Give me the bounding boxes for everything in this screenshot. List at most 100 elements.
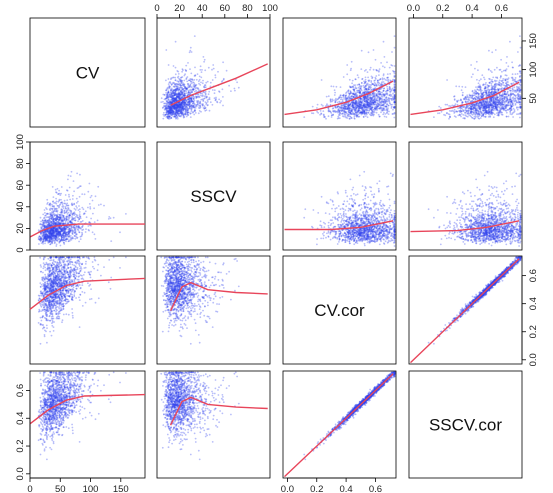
- data-point: [377, 81, 380, 84]
- data-point: [192, 88, 195, 91]
- data-point: [495, 104, 497, 106]
- data-point: [68, 195, 70, 198]
- data-point: [187, 101, 190, 104]
- data-point: [69, 212, 72, 215]
- data-point: [205, 81, 208, 84]
- data-point: [500, 80, 503, 82]
- data-point: [517, 106, 520, 109]
- data-point: [178, 80, 180, 83]
- data-point: [233, 87, 236, 90]
- data-point: [484, 83, 487, 86]
- data-point: [185, 87, 188, 90]
- data-point: [482, 109, 485, 112]
- data-point: [383, 66, 386, 69]
- data-point: [514, 73, 517, 75]
- data-point: [489, 70, 492, 72]
- data-point: [170, 113, 172, 116]
- data-point: [192, 102, 194, 105]
- data-point: [172, 98, 175, 101]
- data-point: [490, 98, 493, 101]
- data-point: [393, 46, 396, 49]
- data-point: [393, 81, 396, 83]
- data-point: [38, 243, 40, 245]
- data-point: [200, 71, 203, 73]
- data-point: [382, 65, 384, 68]
- data-point: [504, 69, 507, 72]
- data-point: [512, 107, 515, 110]
- data-point: [181, 104, 184, 107]
- data-point: [203, 84, 206, 86]
- data-point: [177, 103, 180, 105]
- data-point: [378, 107, 381, 110]
- data-point: [474, 98, 477, 101]
- data-point: [369, 68, 371, 71]
- data-point: [504, 100, 506, 103]
- data-point: [166, 115, 169, 118]
- data-point: [193, 99, 196, 102]
- data-point: [169, 95, 172, 98]
- data-point: [170, 116, 173, 119]
- data-point: [203, 60, 206, 63]
- data-point: [202, 79, 204, 82]
- data-point: [76, 236, 79, 239]
- data-point: [393, 70, 396, 73]
- data-point: [167, 95, 170, 98]
- data-point: [168, 85, 171, 87]
- data-point: [363, 86, 366, 88]
- data-point: [194, 74, 197, 76]
- data-point: [341, 115, 344, 118]
- data-point: [372, 83, 374, 86]
- data-point: [191, 104, 193, 107]
- data-point: [484, 115, 487, 118]
- data-point: [393, 97, 396, 100]
- data-point: [368, 85, 370, 88]
- data-point: [365, 112, 368, 115]
- data-point: [165, 106, 167, 109]
- data-point: [222, 78, 225, 81]
- data-point: [517, 96, 519, 98]
- data-point: [174, 86, 176, 88]
- data-point: [498, 79, 501, 82]
- data-point: [189, 68, 191, 70]
- data-point: [337, 117, 340, 119]
- data-point: [368, 109, 370, 112]
- data-point: [369, 108, 372, 110]
- data-point: [183, 94, 186, 97]
- data-point: [333, 89, 336, 92]
- data-point: [475, 90, 477, 93]
- data-point: [378, 70, 380, 73]
- data-point: [505, 96, 508, 98]
- data-point: [194, 108, 196, 111]
- data-point: [380, 82, 383, 85]
- data-point: [510, 82, 512, 85]
- data-point: [511, 61, 513, 64]
- data-point: [464, 111, 466, 114]
- data-point: [165, 49, 168, 51]
- data-point: [349, 90, 352, 93]
- data-point: [437, 112, 439, 115]
- data-point: [49, 243, 51, 246]
- data-point: [192, 98, 195, 100]
- data-point: [385, 116, 388, 118]
- data-point: [178, 113, 181, 115]
- data-point: [393, 116, 396, 119]
- data-point: [173, 94, 176, 96]
- data-point: [498, 106, 501, 109]
- data-point: [478, 108, 480, 110]
- data-point: [180, 111, 182, 114]
- data-point: [499, 83, 502, 85]
- data-point: [186, 87, 189, 90]
- data-point: [486, 86, 489, 89]
- data-point: [516, 86, 519, 89]
- data-point: [386, 87, 389, 90]
- data-point: [180, 106, 183, 109]
- data-point: [184, 98, 186, 101]
- data-point: [516, 88, 519, 91]
- data-point: [176, 88, 179, 91]
- data-point: [492, 109, 495, 112]
- data-point: [461, 94, 464, 96]
- data-point: [77, 229, 80, 232]
- data-point: [178, 96, 181, 99]
- data-point: [507, 65, 510, 68]
- data-point: [370, 75, 373, 78]
